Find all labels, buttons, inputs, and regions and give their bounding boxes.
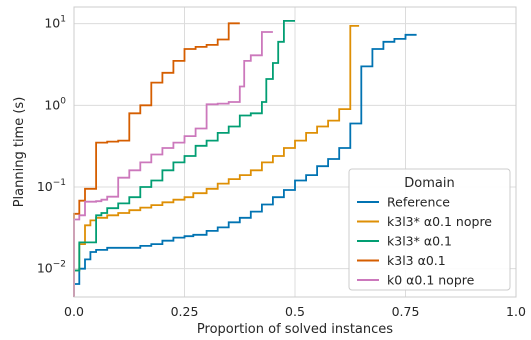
x-tick-label: 0.25 — [171, 304, 199, 319]
series-line-4 — [73, 31, 273, 297]
y-tick-label: 10−1 — [37, 178, 66, 194]
y-tick-label: 100 — [44, 96, 66, 112]
x-tick-label: 0.75 — [392, 304, 420, 319]
legend-label: k3l3* α0.1 nopre — [387, 214, 492, 229]
x-tick-label: 0.5 — [285, 304, 305, 319]
y-tick-label: 101 — [44, 15, 66, 31]
plot-frame — [73, 6, 517, 298]
tick-labels: 0.0 0.25 0.5 0.75 1.0 10−2 10−1 100 101 — [37, 15, 526, 319]
x-tick-label: 0.0 — [64, 304, 84, 319]
series-lines — [73, 19, 417, 297]
x-tick-label: 1.0 — [506, 304, 526, 319]
legend-box — [348, 168, 511, 291]
legend-label: Reference — [387, 195, 450, 210]
legend-title: Domain — [404, 176, 454, 191]
series-line-0 — [73, 33, 417, 297]
series-line-3 — [73, 22, 240, 297]
series-line-2 — [73, 19, 295, 297]
legend-label: k3l3 α0.1 — [387, 253, 446, 268]
legend-label: k0 α0.1 nopre — [387, 273, 475, 288]
series-line-1 — [73, 24, 360, 297]
legend: Domain Reference k3l3* α0.1 nopre k3l3* α0… — [348, 168, 511, 291]
x-axis-label: Proportion of solved instances — [197, 322, 393, 337]
legend-label: k3l3* α0.1 — [387, 234, 452, 249]
y-axis-label: Planning time (s) — [12, 97, 27, 208]
y-tick-label: 10−2 — [37, 260, 66, 276]
